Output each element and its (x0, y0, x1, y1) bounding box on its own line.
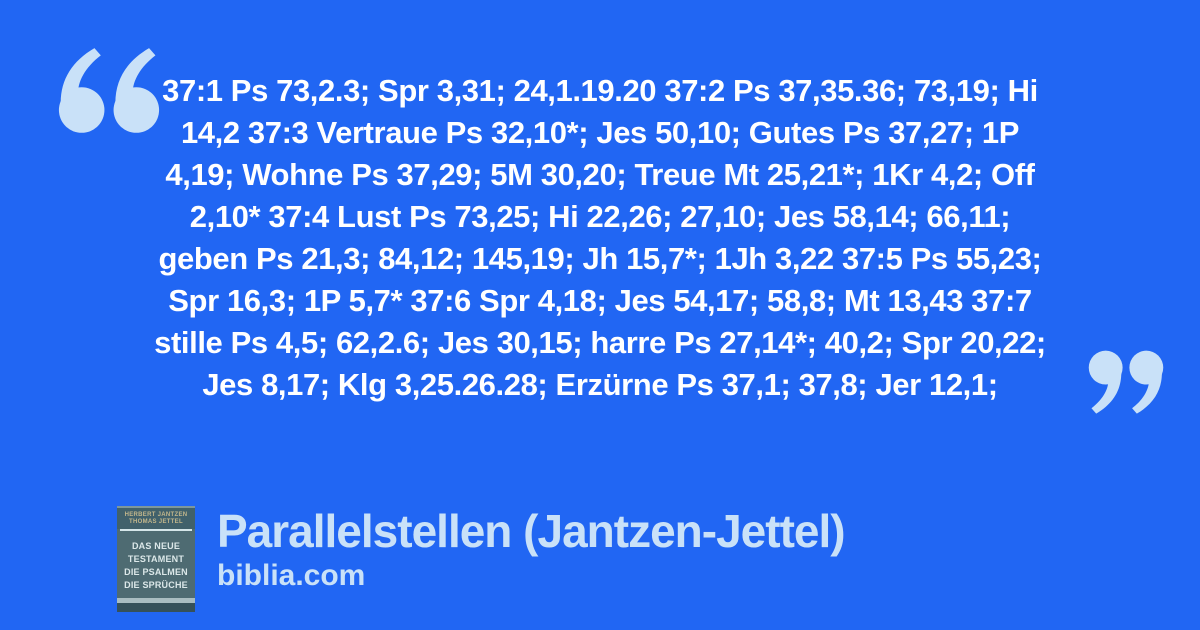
quote-line: 4,19; Wohne Ps 37,29; 5M 30,20; Treue Mt… (165, 157, 1035, 192)
page-title: Parallelstellen (Jantzen-Jettel) (217, 505, 846, 557)
quote-line: Jes 8,17; Klg 3,25.26.28; Erzürne Ps 37,… (202, 367, 998, 402)
book-cover-author: THOMAS JETTEL (129, 519, 183, 525)
book-cover-title: DAS NEUE TESTAMENT DIE PSALMEN DIE SPRÜC… (117, 531, 195, 598)
book-cover: HERBERT JANTZEN THOMAS JETTEL DAS NEUE T… (117, 506, 195, 612)
quote-line: 2,10* 37:4 Lust Ps 73,25; Hi 22,26; 27,1… (189, 199, 1011, 234)
quote-line: 37:1 Ps 73,2.3; Spr 3,31; 24,1.19.20 37:… (162, 73, 1038, 108)
book-cover-author: HERBERT JANTZEN (124, 512, 188, 518)
book-cover-title-line: DAS NEUE (131, 541, 181, 551)
site-name: biblia.com (217, 559, 366, 592)
book-cover-band-light (117, 598, 195, 603)
quote-line: geben Ps 21,3; 84,12; 145,19; Jh 15,7*; … (158, 241, 1042, 276)
quote-text-block: 37:1 Ps 73,2.3; Spr 3,31; 24,1.19.20 37:… (70, 70, 1130, 406)
quote-line: Spr 16,3; 1P 5,7* 37:6 Spr 4,18; Jes 54,… (168, 283, 1032, 318)
quote-line: 14,2 37:3 Vertraue Ps 32,10*; Jes 50,10;… (180, 115, 1020, 150)
book-cover-title-line: DIE PSALMEN (124, 567, 188, 577)
footer-text: Parallelstellen (Jantzen-Jettel) biblia.… (217, 505, 846, 592)
book-cover-band-dark (117, 603, 195, 612)
quote-line: stille Ps 4,5; 62,2.6; Jes 30,15; harre … (154, 325, 1046, 360)
footer: HERBERT JANTZEN THOMAS JETTEL DAS NEUE T… (117, 505, 846, 612)
book-cover-authors: HERBERT JANTZEN THOMAS JETTEL (117, 508, 195, 529)
open-quote-icon (58, 46, 160, 134)
close-quote-icon (1088, 350, 1164, 415)
book-cover-rule (120, 529, 192, 531)
book-cover-title-line: DIE SPRÜCHE (124, 580, 188, 590)
book-cover-title-line: TESTAMENT (127, 554, 185, 564)
